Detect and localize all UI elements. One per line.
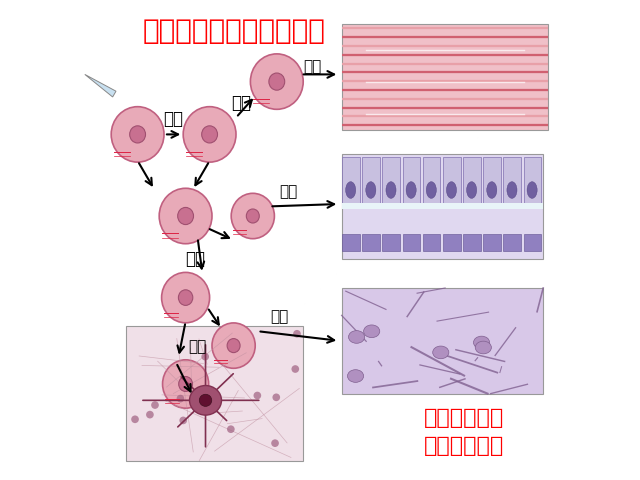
Circle shape (293, 330, 301, 337)
Bar (524, 234, 541, 251)
Bar (524, 157, 541, 204)
Ellipse shape (246, 209, 259, 223)
Bar (403, 157, 420, 204)
Ellipse shape (231, 193, 275, 239)
Bar (362, 157, 380, 204)
Ellipse shape (183, 107, 236, 162)
Ellipse shape (159, 188, 212, 244)
Ellipse shape (111, 107, 164, 162)
Text: 不同的细胞群: 不同的细胞群 (424, 436, 504, 456)
Circle shape (291, 365, 299, 373)
Text: 分化: 分化 (280, 184, 298, 200)
Bar (443, 157, 461, 204)
Ellipse shape (507, 182, 517, 198)
Bar (342, 203, 543, 208)
Circle shape (179, 417, 187, 424)
Ellipse shape (386, 182, 396, 198)
Bar (342, 234, 360, 251)
Text: 分裂: 分裂 (164, 110, 184, 128)
Circle shape (146, 411, 154, 419)
Ellipse shape (366, 182, 376, 198)
Bar (362, 234, 380, 251)
Bar (423, 234, 440, 251)
Circle shape (202, 353, 209, 360)
Circle shape (273, 394, 280, 401)
Ellipse shape (130, 126, 145, 143)
Bar (342, 24, 548, 130)
Bar (125, 326, 303, 461)
Ellipse shape (163, 360, 209, 408)
Ellipse shape (199, 394, 212, 407)
Bar (463, 234, 481, 251)
Text: 分裂: 分裂 (231, 94, 251, 112)
Text: 分化: 分化 (303, 59, 322, 74)
Text: 分化: 分化 (188, 339, 207, 354)
Ellipse shape (364, 325, 380, 337)
Ellipse shape (467, 182, 477, 198)
Ellipse shape (202, 126, 218, 143)
Ellipse shape (179, 290, 193, 305)
Bar (443, 234, 461, 251)
Bar (383, 234, 400, 251)
Ellipse shape (476, 341, 492, 354)
Bar (504, 234, 521, 251)
Ellipse shape (179, 376, 193, 392)
Circle shape (227, 425, 235, 433)
Ellipse shape (178, 207, 193, 225)
Text: 分化: 分化 (270, 309, 289, 324)
Ellipse shape (349, 331, 365, 343)
Ellipse shape (487, 182, 497, 198)
Circle shape (253, 392, 261, 399)
Circle shape (151, 401, 159, 409)
Bar (342, 288, 543, 394)
Text: 细胞分裂产生许多新细胞: 细胞分裂产生许多新细胞 (142, 17, 325, 45)
Ellipse shape (426, 182, 436, 198)
Bar (463, 157, 481, 204)
Ellipse shape (212, 323, 255, 368)
Ellipse shape (474, 336, 490, 349)
Bar (342, 157, 360, 204)
Ellipse shape (189, 385, 221, 415)
Bar (483, 234, 501, 251)
Bar (423, 157, 440, 204)
Ellipse shape (348, 370, 364, 383)
Ellipse shape (406, 182, 416, 198)
Ellipse shape (433, 346, 449, 359)
Ellipse shape (161, 272, 210, 323)
Ellipse shape (250, 54, 303, 109)
Bar (342, 154, 543, 259)
Polygon shape (84, 74, 116, 97)
Circle shape (177, 395, 184, 402)
Ellipse shape (227, 338, 240, 353)
Ellipse shape (447, 182, 456, 198)
Text: 分裂: 分裂 (185, 250, 205, 268)
Ellipse shape (269, 73, 285, 90)
Text: 细胞分化形成: 细胞分化形成 (424, 408, 504, 428)
Bar (383, 157, 400, 204)
Circle shape (131, 416, 139, 423)
Circle shape (271, 439, 279, 447)
Ellipse shape (346, 182, 356, 198)
Ellipse shape (527, 182, 537, 198)
Bar (504, 157, 521, 204)
Bar (403, 234, 420, 251)
Bar (483, 157, 501, 204)
